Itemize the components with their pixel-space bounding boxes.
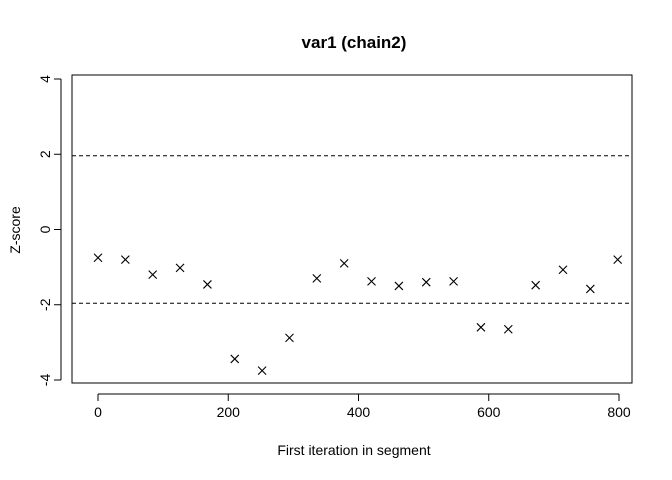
data-point xyxy=(93,253,103,263)
x-axis-label: First iteration in segment xyxy=(277,442,430,458)
data-point xyxy=(148,270,158,280)
plot-area xyxy=(71,74,633,384)
data-point xyxy=(285,333,294,343)
data-point xyxy=(120,255,130,264)
data-point xyxy=(558,265,568,275)
y-axis-label: Z-score xyxy=(7,206,23,254)
x-tick-label: 800 xyxy=(607,404,631,420)
y-tick-label: 4 xyxy=(37,75,53,83)
data-point xyxy=(585,284,595,294)
y-tick-label: 0 xyxy=(37,225,53,233)
y-axis: -4 -2 0 2 4 xyxy=(37,75,62,387)
y-tick-label: 2 xyxy=(37,150,53,158)
data-points xyxy=(93,253,623,375)
x-tick-label: 0 xyxy=(94,404,102,420)
data-point xyxy=(449,277,458,286)
chart-title: var1 (chain2) xyxy=(302,33,407,52)
data-point xyxy=(175,263,185,273)
y-tick-label: -4 xyxy=(37,374,53,387)
y-tick-label: -2 xyxy=(37,298,53,311)
data-point xyxy=(421,277,431,287)
data-point xyxy=(367,277,376,286)
data-point xyxy=(503,324,513,334)
x-axis: 0 200 400 600 800 xyxy=(94,393,631,420)
data-point xyxy=(394,281,404,291)
data-point xyxy=(230,354,240,364)
data-point xyxy=(257,366,267,375)
x-tick-label: 400 xyxy=(347,404,371,420)
x-tick-label: 200 xyxy=(217,404,241,420)
data-point xyxy=(476,322,486,332)
x-tick-label: 600 xyxy=(477,404,501,420)
data-point xyxy=(339,258,349,268)
data-point xyxy=(203,280,212,289)
reference-lines xyxy=(72,155,632,304)
data-point xyxy=(531,280,541,290)
data-point xyxy=(613,255,623,264)
data-point xyxy=(312,274,322,283)
